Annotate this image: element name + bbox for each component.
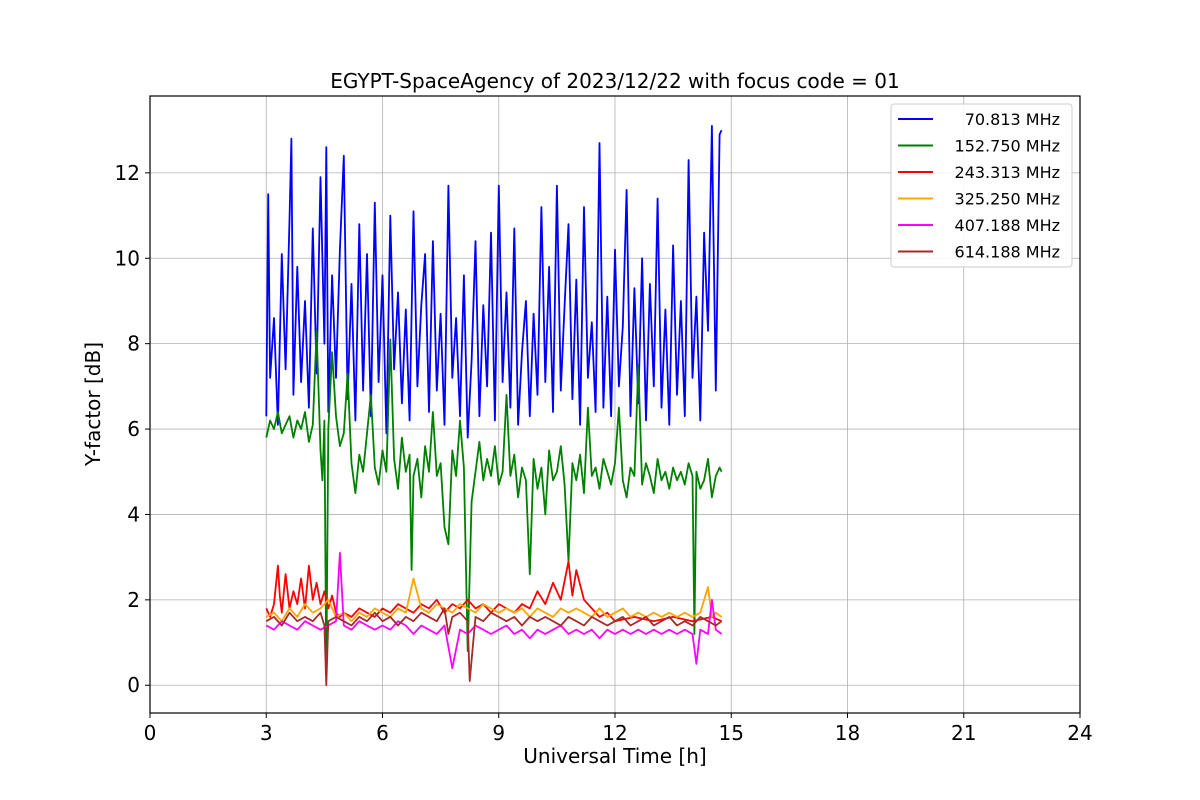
- legend-items: 70.813 MHz 152.750 MHz 243.313 MHz 325.250 …: [898, 110, 1060, 262]
- x-tick-label: 21: [951, 721, 976, 745]
- x-axis-label: Universal Time [h]: [523, 744, 706, 768]
- y-axis-ticks: 0 2 4 6 8 10 12: [115, 161, 150, 697]
- legend-label: 70.813 MHz: [965, 110, 1060, 129]
- y-tick-label: 12: [115, 161, 140, 185]
- series-line: [265, 329, 723, 678]
- x-tick-label: 24: [1067, 721, 1092, 745]
- y-axis-label: Y-factor [dB]: [81, 342, 105, 467]
- y-tick-label: 6: [127, 417, 140, 441]
- x-tick-label: 18: [835, 721, 860, 745]
- x-tick-label: 0: [144, 721, 157, 745]
- x-axis-ticks: 0 3 6 9 12 15 18 21 24: [144, 713, 1093, 745]
- series-line: [265, 560, 722, 623]
- y-tick-label: 10: [115, 246, 140, 270]
- x-tick-label: 3: [260, 721, 273, 745]
- legend-box: [890, 103, 1073, 268]
- x-tick-label: 15: [719, 721, 744, 745]
- series-line: [265, 607, 723, 687]
- legend-label: 152.750 MHz: [955, 137, 1060, 156]
- legend-label: 407.188 MHz: [955, 216, 1060, 235]
- legend-label: 243.313 MHz: [955, 163, 1060, 182]
- legend-label: 614.188 MHz: [955, 243, 1060, 262]
- y-tick-label: 0: [127, 673, 140, 697]
- plot-area: [265, 125, 723, 687]
- y-tick-label: 8: [127, 332, 140, 356]
- y-tick-label: 4: [127, 502, 140, 526]
- series-line: [265, 552, 723, 670]
- x-tick-label: 12: [602, 721, 627, 745]
- series-line: [265, 125, 723, 439]
- legend-label: 325.250 MHz: [955, 190, 1060, 209]
- chart-title: EGYPT-SpaceAgency of 2023/12/22 with foc…: [330, 69, 899, 93]
- x-tick-label: 9: [492, 721, 505, 745]
- y-tick-label: 2: [127, 588, 140, 612]
- x-tick-label: 6: [376, 721, 389, 745]
- legend: 70.813 MHz 152.750 MHz 243.313 MHz 325.250 …: [890, 103, 1073, 268]
